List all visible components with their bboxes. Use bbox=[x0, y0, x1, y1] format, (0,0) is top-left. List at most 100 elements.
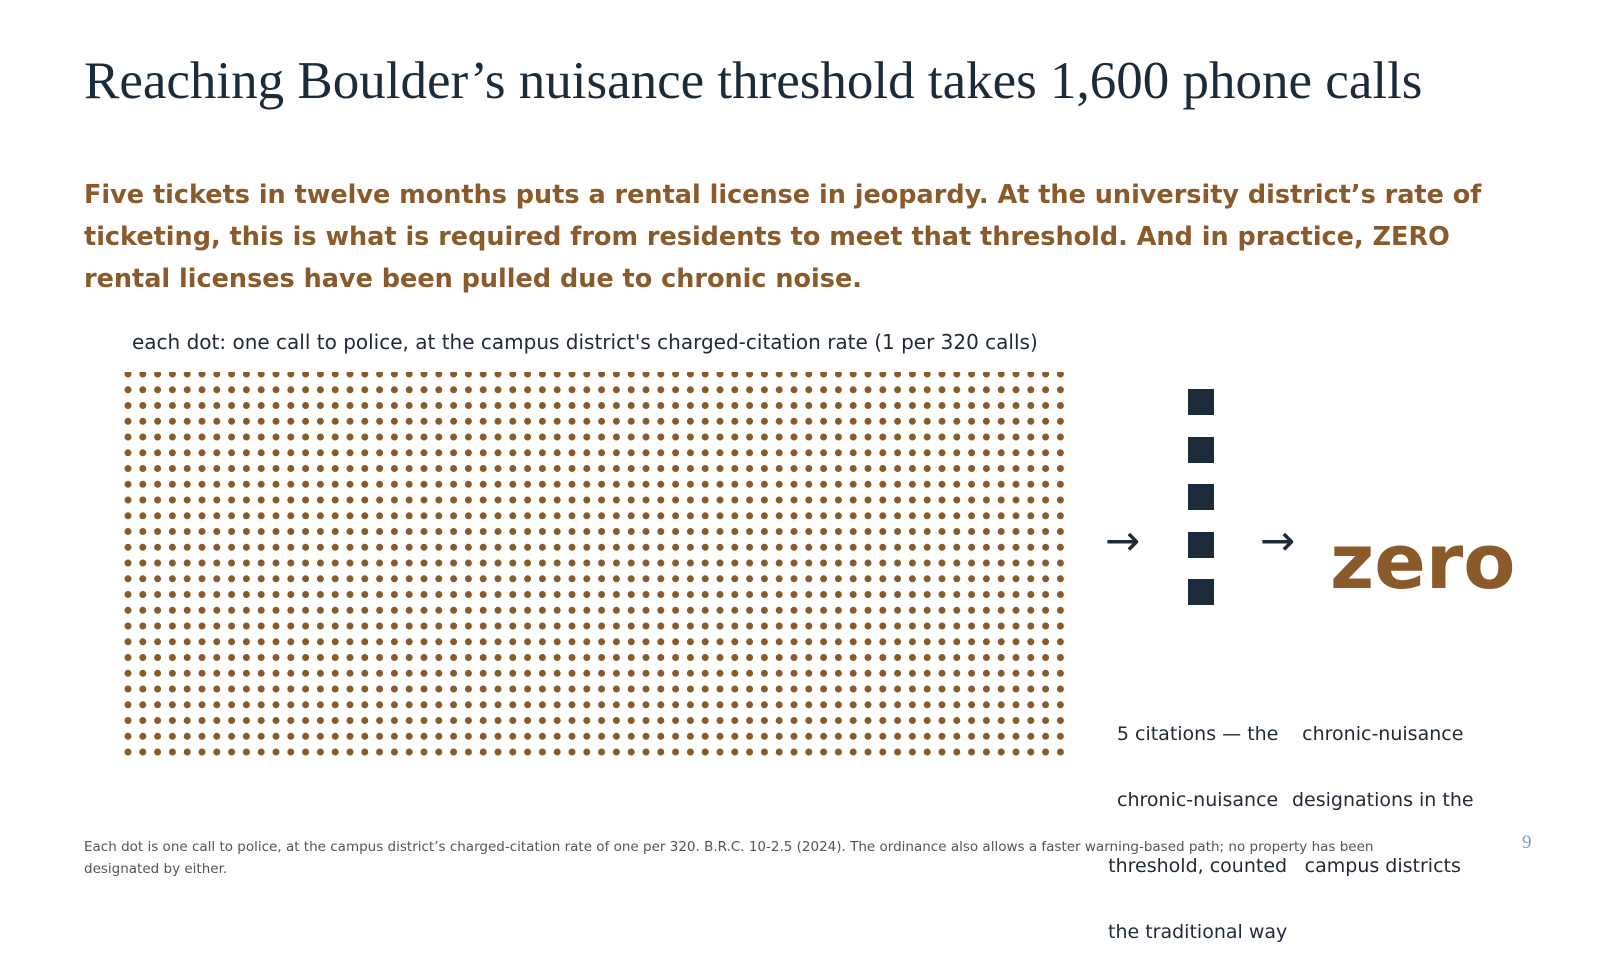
call-dot bbox=[790, 669, 798, 677]
designations-label: chronic-nuisance designations in the cam… bbox=[1292, 679, 1474, 899]
call-dot bbox=[213, 638, 221, 646]
call-dot bbox=[968, 402, 976, 409]
call-dot bbox=[968, 622, 976, 630]
call-dot bbox=[287, 559, 295, 567]
call-dot bbox=[775, 685, 783, 693]
call-dot bbox=[982, 732, 990, 740]
call-dot bbox=[228, 559, 236, 567]
call-dot bbox=[775, 654, 783, 661]
call-dot bbox=[790, 685, 798, 693]
call-dot bbox=[968, 748, 976, 756]
call-dot bbox=[1027, 465, 1035, 472]
call-dot bbox=[213, 543, 221, 551]
call-dot bbox=[908, 732, 916, 740]
call-dot bbox=[213, 685, 221, 693]
call-dot bbox=[154, 402, 162, 409]
call-dot bbox=[834, 417, 842, 425]
call-dot bbox=[938, 732, 946, 740]
call-dot bbox=[494, 622, 502, 630]
call-dot bbox=[805, 559, 813, 567]
call-dot bbox=[598, 591, 606, 598]
call-dot bbox=[154, 654, 162, 661]
call-dot bbox=[746, 606, 754, 614]
call-dot bbox=[686, 543, 694, 551]
call-dot bbox=[849, 417, 857, 425]
call-dot bbox=[361, 591, 369, 598]
call-dot bbox=[168, 386, 176, 394]
call-dot bbox=[242, 654, 250, 661]
call-dot bbox=[953, 669, 961, 677]
call-dot bbox=[361, 717, 369, 724]
call-dot bbox=[598, 638, 606, 646]
call-dot bbox=[760, 480, 768, 488]
call-dot bbox=[805, 638, 813, 646]
call-dot bbox=[124, 372, 132, 378]
call-dot bbox=[1056, 638, 1064, 646]
call-dot bbox=[894, 591, 902, 598]
call-dot bbox=[716, 701, 724, 709]
call-dot bbox=[509, 528, 517, 535]
call-dot bbox=[494, 685, 502, 693]
call-dot bbox=[716, 669, 724, 677]
call-dot bbox=[908, 372, 916, 378]
citation-square bbox=[1188, 579, 1214, 605]
call-dot bbox=[420, 606, 428, 614]
call-dot bbox=[1056, 496, 1064, 504]
call-dot bbox=[242, 417, 250, 425]
call-dot bbox=[450, 496, 458, 504]
call-dot bbox=[953, 654, 961, 661]
call-dot bbox=[376, 465, 384, 472]
call-dot bbox=[672, 433, 680, 441]
call-dot bbox=[760, 402, 768, 409]
call-dot bbox=[834, 386, 842, 394]
call-dot bbox=[242, 449, 250, 457]
call-dot bbox=[982, 622, 990, 630]
call-dot bbox=[435, 386, 443, 394]
call-dot bbox=[923, 465, 931, 472]
call-dot bbox=[612, 417, 620, 425]
call-dot bbox=[405, 638, 413, 646]
call-dot bbox=[494, 591, 502, 598]
citations-label-line: 5 citations — the bbox=[1116, 723, 1279, 745]
call-dot bbox=[257, 417, 265, 425]
call-dot bbox=[405, 528, 413, 535]
call-dot bbox=[272, 701, 280, 709]
call-dot bbox=[316, 717, 324, 724]
call-dot bbox=[1012, 386, 1020, 394]
call-dot bbox=[1027, 386, 1035, 394]
call-dot bbox=[982, 480, 990, 488]
call-dot bbox=[1042, 622, 1050, 630]
call-dot bbox=[361, 701, 369, 709]
call-dot bbox=[746, 575, 754, 583]
call-dot bbox=[213, 372, 221, 378]
call-dot bbox=[731, 496, 739, 504]
call-dot bbox=[598, 622, 606, 630]
call-dot bbox=[805, 465, 813, 472]
call-dot bbox=[168, 638, 176, 646]
call-dot bbox=[805, 622, 813, 630]
call-dot bbox=[923, 575, 931, 583]
call-dot bbox=[361, 417, 369, 425]
call-dot bbox=[923, 386, 931, 394]
call-dot bbox=[376, 685, 384, 693]
call-dot bbox=[405, 402, 413, 409]
call-dot bbox=[361, 638, 369, 646]
call-dot bbox=[908, 449, 916, 457]
call-dot bbox=[568, 433, 576, 441]
call-dot bbox=[139, 386, 147, 394]
call-dot bbox=[183, 496, 191, 504]
call-dot bbox=[775, 575, 783, 583]
call-dot bbox=[435, 622, 443, 630]
call-dot bbox=[435, 606, 443, 614]
call-dot bbox=[731, 575, 739, 583]
call-dot bbox=[287, 512, 295, 520]
call-dot bbox=[420, 372, 428, 378]
call-dot bbox=[731, 417, 739, 425]
call-dot bbox=[982, 654, 990, 661]
call-dot bbox=[139, 512, 147, 520]
call-dot bbox=[938, 402, 946, 409]
call-dot bbox=[568, 575, 576, 583]
call-dot bbox=[938, 717, 946, 724]
call-dot bbox=[198, 575, 206, 583]
call-dot bbox=[627, 638, 635, 646]
